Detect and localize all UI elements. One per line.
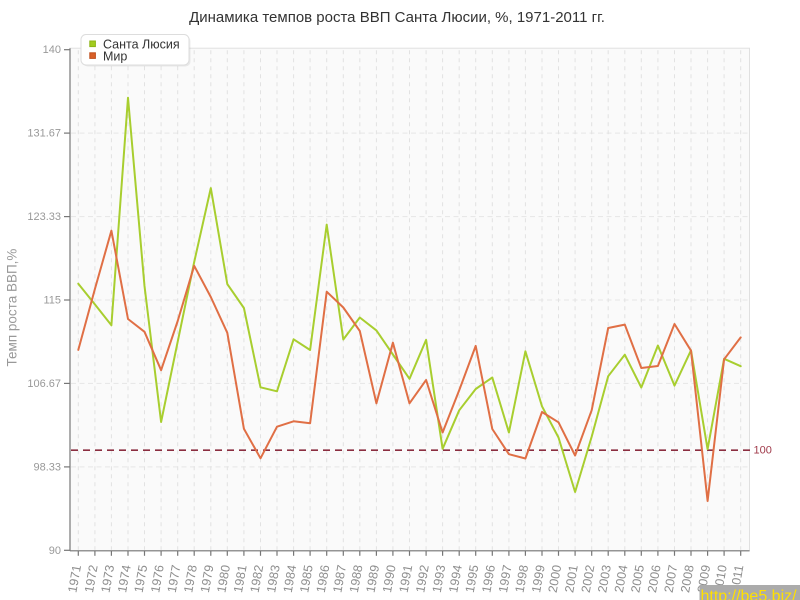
svg-text:106.67: 106.67 — [27, 378, 61, 390]
svg-text:1994: 1994 — [446, 564, 465, 594]
svg-text:1995: 1995 — [463, 564, 482, 594]
svg-text:1978: 1978 — [181, 564, 200, 594]
svg-text:1973: 1973 — [99, 564, 118, 594]
svg-text:98.33: 98.33 — [33, 461, 61, 473]
svg-text:Темп роста ВВП,%: Темп роста ВВП,% — [5, 249, 20, 367]
svg-text:2000: 2000 — [546, 564, 565, 594]
svg-text:http://be5.biz/: http://be5.biz/ — [701, 588, 798, 600]
svg-text:1977: 1977 — [165, 564, 184, 594]
svg-text:1992: 1992 — [413, 564, 432, 594]
svg-text:1981: 1981 — [231, 564, 250, 594]
svg-text:1988: 1988 — [347, 564, 366, 594]
svg-text:1996: 1996 — [479, 564, 498, 594]
svg-text:1971: 1971 — [65, 564, 84, 594]
svg-text:1985: 1985 — [297, 564, 316, 594]
svg-text:2002: 2002 — [579, 564, 598, 594]
svg-text:1982: 1982 — [248, 564, 267, 594]
svg-text:1990: 1990 — [380, 564, 399, 594]
svg-text:1991: 1991 — [397, 564, 416, 594]
svg-text:2004: 2004 — [612, 564, 631, 594]
svg-text:1999: 1999 — [529, 564, 548, 594]
svg-text:1997: 1997 — [496, 564, 515, 594]
svg-text:1998: 1998 — [513, 564, 532, 594]
svg-text:131.67: 131.67 — [27, 128, 61, 140]
svg-text:1980: 1980 — [214, 564, 233, 594]
svg-text:100: 100 — [754, 445, 772, 457]
svg-text:1983: 1983 — [264, 564, 283, 594]
svg-text:90: 90 — [49, 545, 61, 557]
svg-text:1989: 1989 — [364, 564, 383, 594]
svg-text:Динамика темпов роста ВВП Сант: Динамика темпов роста ВВП Санта Люсии, %… — [189, 9, 605, 26]
svg-text:2008: 2008 — [678, 564, 697, 594]
svg-text:1986: 1986 — [314, 564, 333, 594]
svg-text:1972: 1972 — [82, 564, 101, 594]
svg-text:123.33: 123.33 — [27, 211, 61, 223]
svg-text:1979: 1979 — [198, 564, 217, 594]
svg-text:140: 140 — [43, 44, 61, 56]
svg-text:1984: 1984 — [281, 564, 300, 594]
svg-text:115: 115 — [43, 295, 61, 307]
svg-text:Мир: Мир — [103, 49, 127, 63]
svg-text:1976: 1976 — [148, 564, 167, 594]
svg-text:1974: 1974 — [115, 564, 134, 594]
svg-text:1987: 1987 — [330, 564, 349, 594]
svg-text:1993: 1993 — [430, 564, 449, 594]
svg-text:2005: 2005 — [628, 564, 647, 594]
svg-text:2007: 2007 — [662, 564, 681, 594]
svg-text:Санта Люсия: Санта Люсия — [103, 38, 180, 52]
svg-text:2006: 2006 — [645, 564, 664, 594]
svg-text:2001: 2001 — [562, 564, 581, 594]
svg-text:1975: 1975 — [132, 564, 151, 594]
svg-text:2003: 2003 — [595, 564, 614, 594]
